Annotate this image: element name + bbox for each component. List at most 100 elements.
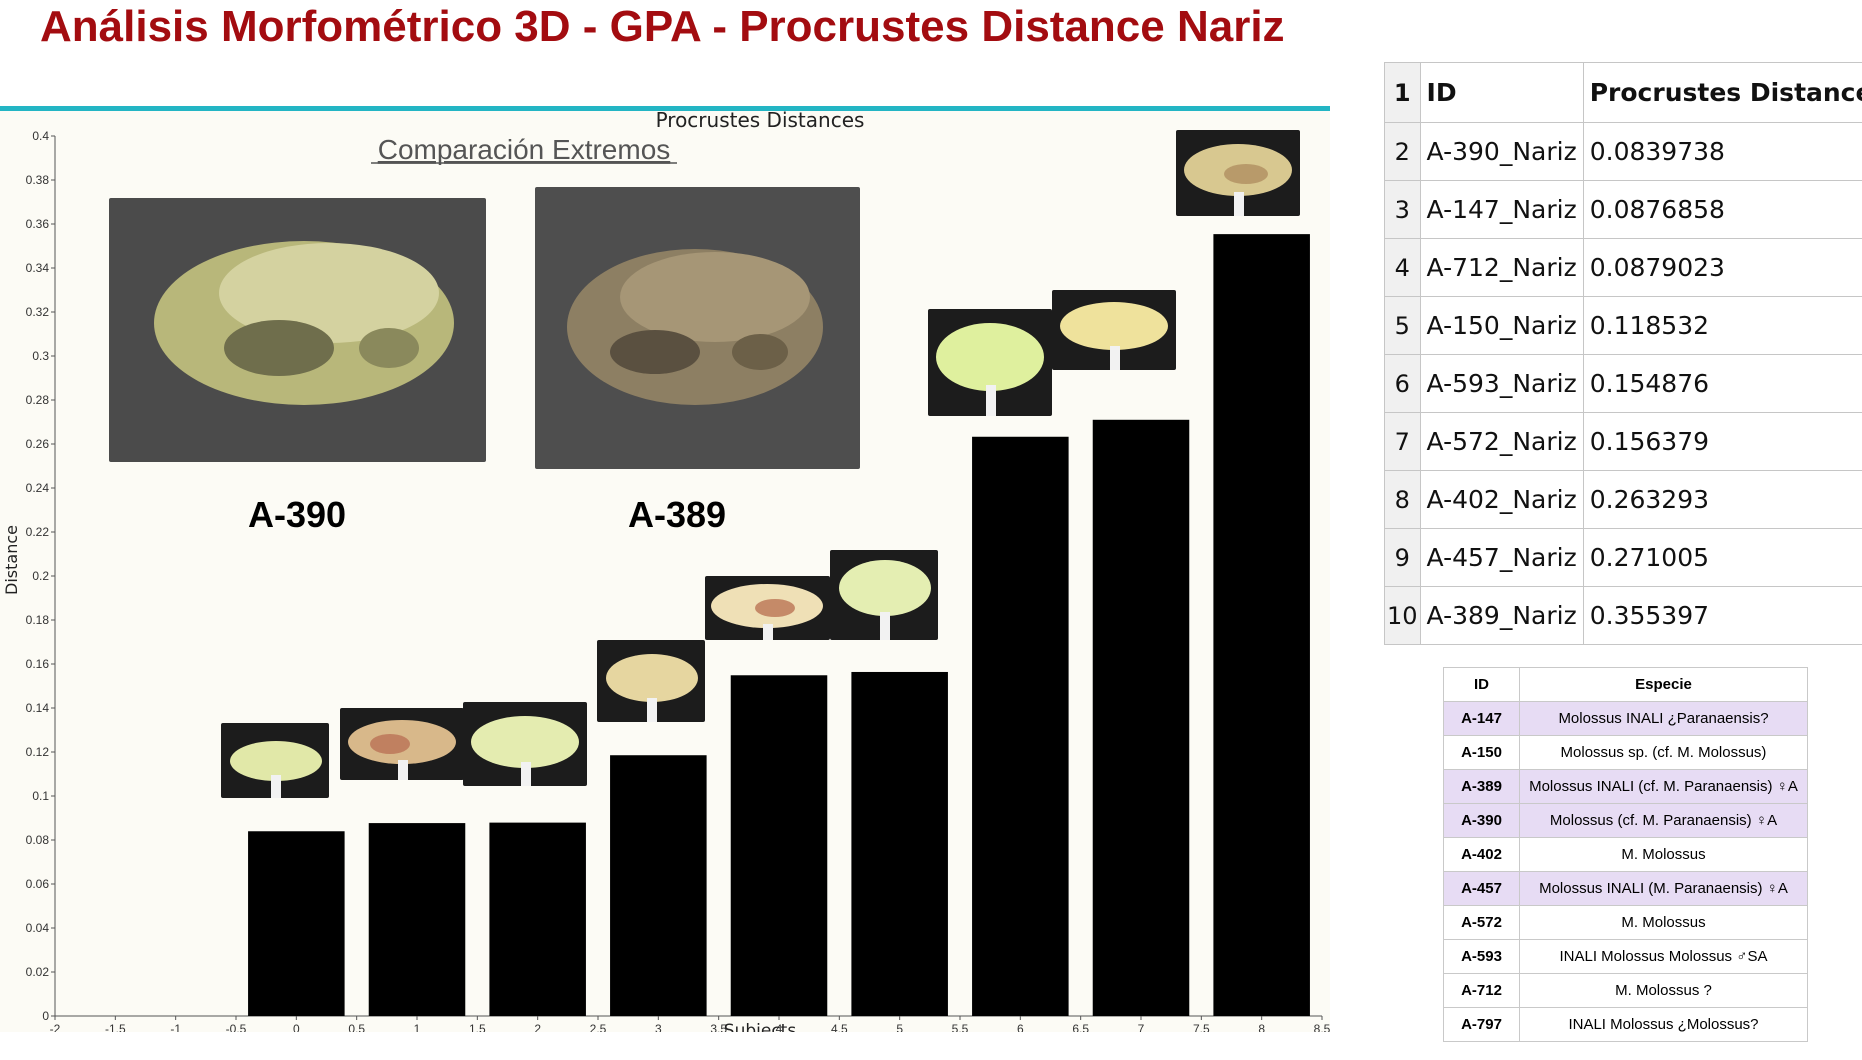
row-number: 1 — [1384, 62, 1421, 123]
skull-photo-a390 — [221, 723, 329, 798]
row-number: 4 — [1384, 238, 1421, 297]
specimen-label-left: A-390 — [248, 494, 346, 535]
x-tick-label: 8.5 — [1314, 1022, 1330, 1032]
skull-render-icon — [567, 249, 823, 405]
accent-line — [0, 106, 1330, 111]
cell-distance: 0.0839738 — [1582, 122, 1862, 181]
cell-id: A-402_Nariz — [1419, 470, 1584, 529]
y-tick-label: 0.3 — [32, 349, 49, 363]
column-header-distance: Procrustes Distance — [1582, 62, 1862, 123]
table-row: A-389 Molossus INALI (cf. M. Paranaensis)… — [1443, 769, 1808, 804]
y-tick-label: 0.24 — [26, 481, 50, 495]
cell-id: A-389 — [1443, 769, 1520, 804]
cell-especie: Molossus (cf. M. Paranaensis) ♀A — [1519, 803, 1808, 838]
procrustes-chart: 0 0.02 0.04 0.06 0.08 0.1 0.12 0.14 0.16 0.18 0.2 0… — [0, 106, 1330, 1032]
comparison-title: Comparación Extremos — [378, 134, 671, 165]
y-tick-label: 0.08 — [26, 833, 50, 847]
x-tick-label: 6.5 — [1072, 1022, 1089, 1032]
table-row: 10 A-389_Nariz 0.355397 — [1384, 586, 1862, 645]
species-table: ID Especie A-147 Molossus INALI ¿Paranaen… — [1443, 667, 1808, 1042]
cell-distance: 0.271005 — [1582, 528, 1862, 587]
cell-especie: M. Molossus — [1519, 837, 1808, 872]
x-tick-label: 3 — [655, 1022, 662, 1032]
table-row: 4 A-712_Nariz 0.0879023 — [1384, 238, 1862, 297]
table-row: A-593 INALI Molossus Molossus ♂SA — [1443, 939, 1808, 974]
cell-especie: INALI Molossus ¿Molossus? — [1519, 1007, 1808, 1042]
cell-id: A-593 — [1443, 939, 1520, 974]
table-row: 9 A-457_Nariz 0.271005 — [1384, 528, 1862, 587]
table-header-row: ID Especie — [1443, 667, 1808, 702]
table-row: 5 A-150_Nariz 0.118532 — [1384, 296, 1862, 355]
x-tick-label: 7.5 — [1193, 1022, 1210, 1032]
cell-especie: Molossus INALI (M. Paranaensis) ♀A — [1519, 871, 1808, 906]
y-tick-label: 0.32 — [26, 305, 50, 319]
row-number: 3 — [1384, 180, 1421, 239]
cell-id: A-389_Nariz — [1419, 586, 1584, 645]
cell-distance: 0.154876 — [1582, 354, 1862, 413]
cell-id: A-402 — [1443, 837, 1520, 872]
cell-distance: 0.0876858 — [1582, 180, 1862, 239]
x-tick-label: 1.5 — [469, 1022, 486, 1032]
skull-photo-a147 — [340, 708, 464, 780]
cell-id: A-390 — [1443, 803, 1520, 838]
table-row: 8 A-402_Nariz 0.263293 — [1384, 470, 1862, 529]
row-number: 7 — [1384, 412, 1421, 471]
skull-photo-a593 — [705, 576, 830, 640]
y-tick-label: 0.28 — [26, 393, 50, 407]
y-tick-label: 0 — [42, 1009, 49, 1023]
y-tick-label: 0.4 — [32, 129, 49, 143]
y-tick-label: 0.14 — [26, 701, 50, 715]
table-row: 6 A-593_Nariz 0.154876 — [1384, 354, 1862, 413]
table-row: A-147 Molossus INALI ¿Paranaensis? — [1443, 701, 1808, 736]
x-tick-label: 6 — [1017, 1022, 1024, 1032]
cell-id: A-390_Nariz — [1419, 122, 1584, 181]
x-tick-label: -1.5 — [105, 1022, 126, 1032]
x-tick-label: 2 — [534, 1022, 541, 1032]
page-title: Análisis Morfométrico 3D - GPA - Procrus… — [40, 2, 1285, 51]
cell-id: A-712 — [1443, 973, 1520, 1008]
row-number: 5 — [1384, 296, 1421, 355]
table-row: 2 A-390_Nariz 0.0839738 — [1384, 122, 1862, 181]
y-tick-label: 0.2 — [32, 569, 49, 583]
cell-id: A-150 — [1443, 735, 1520, 770]
cell-id: A-457_Nariz — [1419, 528, 1584, 587]
x-tick-label: 8 — [1258, 1022, 1265, 1032]
cell-id: A-797 — [1443, 1007, 1520, 1042]
x-axis-title: Subjects — [724, 1021, 797, 1032]
x-tick-label: 1 — [414, 1022, 421, 1032]
skull-photo-a389 — [1176, 130, 1300, 216]
y-tick-label: 0.38 — [26, 173, 50, 187]
cell-id: A-572_Nariz — [1419, 412, 1584, 471]
table-header-row: 1 ID Procrustes Distance — [1384, 62, 1862, 123]
x-tick-label: 5 — [896, 1022, 903, 1032]
y-tick-label: 0.22 — [26, 525, 50, 539]
table-row: 7 A-572_Nariz 0.156379 — [1384, 412, 1862, 471]
y-tick-label: 0.16 — [26, 657, 50, 671]
row-number: 10 — [1384, 586, 1421, 645]
cell-especie: INALI Molossus Molossus ♂SA — [1519, 939, 1808, 974]
column-header-id: ID — [1419, 62, 1584, 123]
cell-distance: 0.118532 — [1582, 296, 1862, 355]
skull-image-a389-large — [535, 187, 860, 469]
cell-especie: Molossus INALI ¿Paranaensis? — [1519, 701, 1808, 736]
bar-4 — [730, 675, 828, 1016]
specimen-label-right: A-389 — [628, 494, 726, 535]
x-tick-label: 3.5 — [710, 1022, 727, 1032]
cell-especie: M. Molossus ? — [1519, 973, 1808, 1008]
cell-distance: 0.355397 — [1582, 586, 1862, 645]
skull-render-icon — [154, 241, 454, 405]
y-tick-label: 0.18 — [26, 613, 50, 627]
skull-photo-a712 — [463, 702, 587, 786]
cell-id: A-457 — [1443, 871, 1520, 906]
x-tick-label: 0.5 — [348, 1022, 365, 1032]
bar-0 — [248, 831, 345, 1016]
x-tick-label: 4.5 — [831, 1022, 848, 1032]
skull-photo-a402 — [928, 309, 1052, 416]
y-tick-label: 0.02 — [26, 965, 50, 979]
y-tick-label: 0.06 — [26, 877, 50, 891]
x-tick-label: -1 — [170, 1022, 181, 1032]
bar-1 — [368, 823, 466, 1016]
skull-photo-a572 — [830, 550, 938, 640]
cell-especie: M. Molossus — [1519, 905, 1808, 940]
x-tick-label: 7 — [1138, 1022, 1145, 1032]
